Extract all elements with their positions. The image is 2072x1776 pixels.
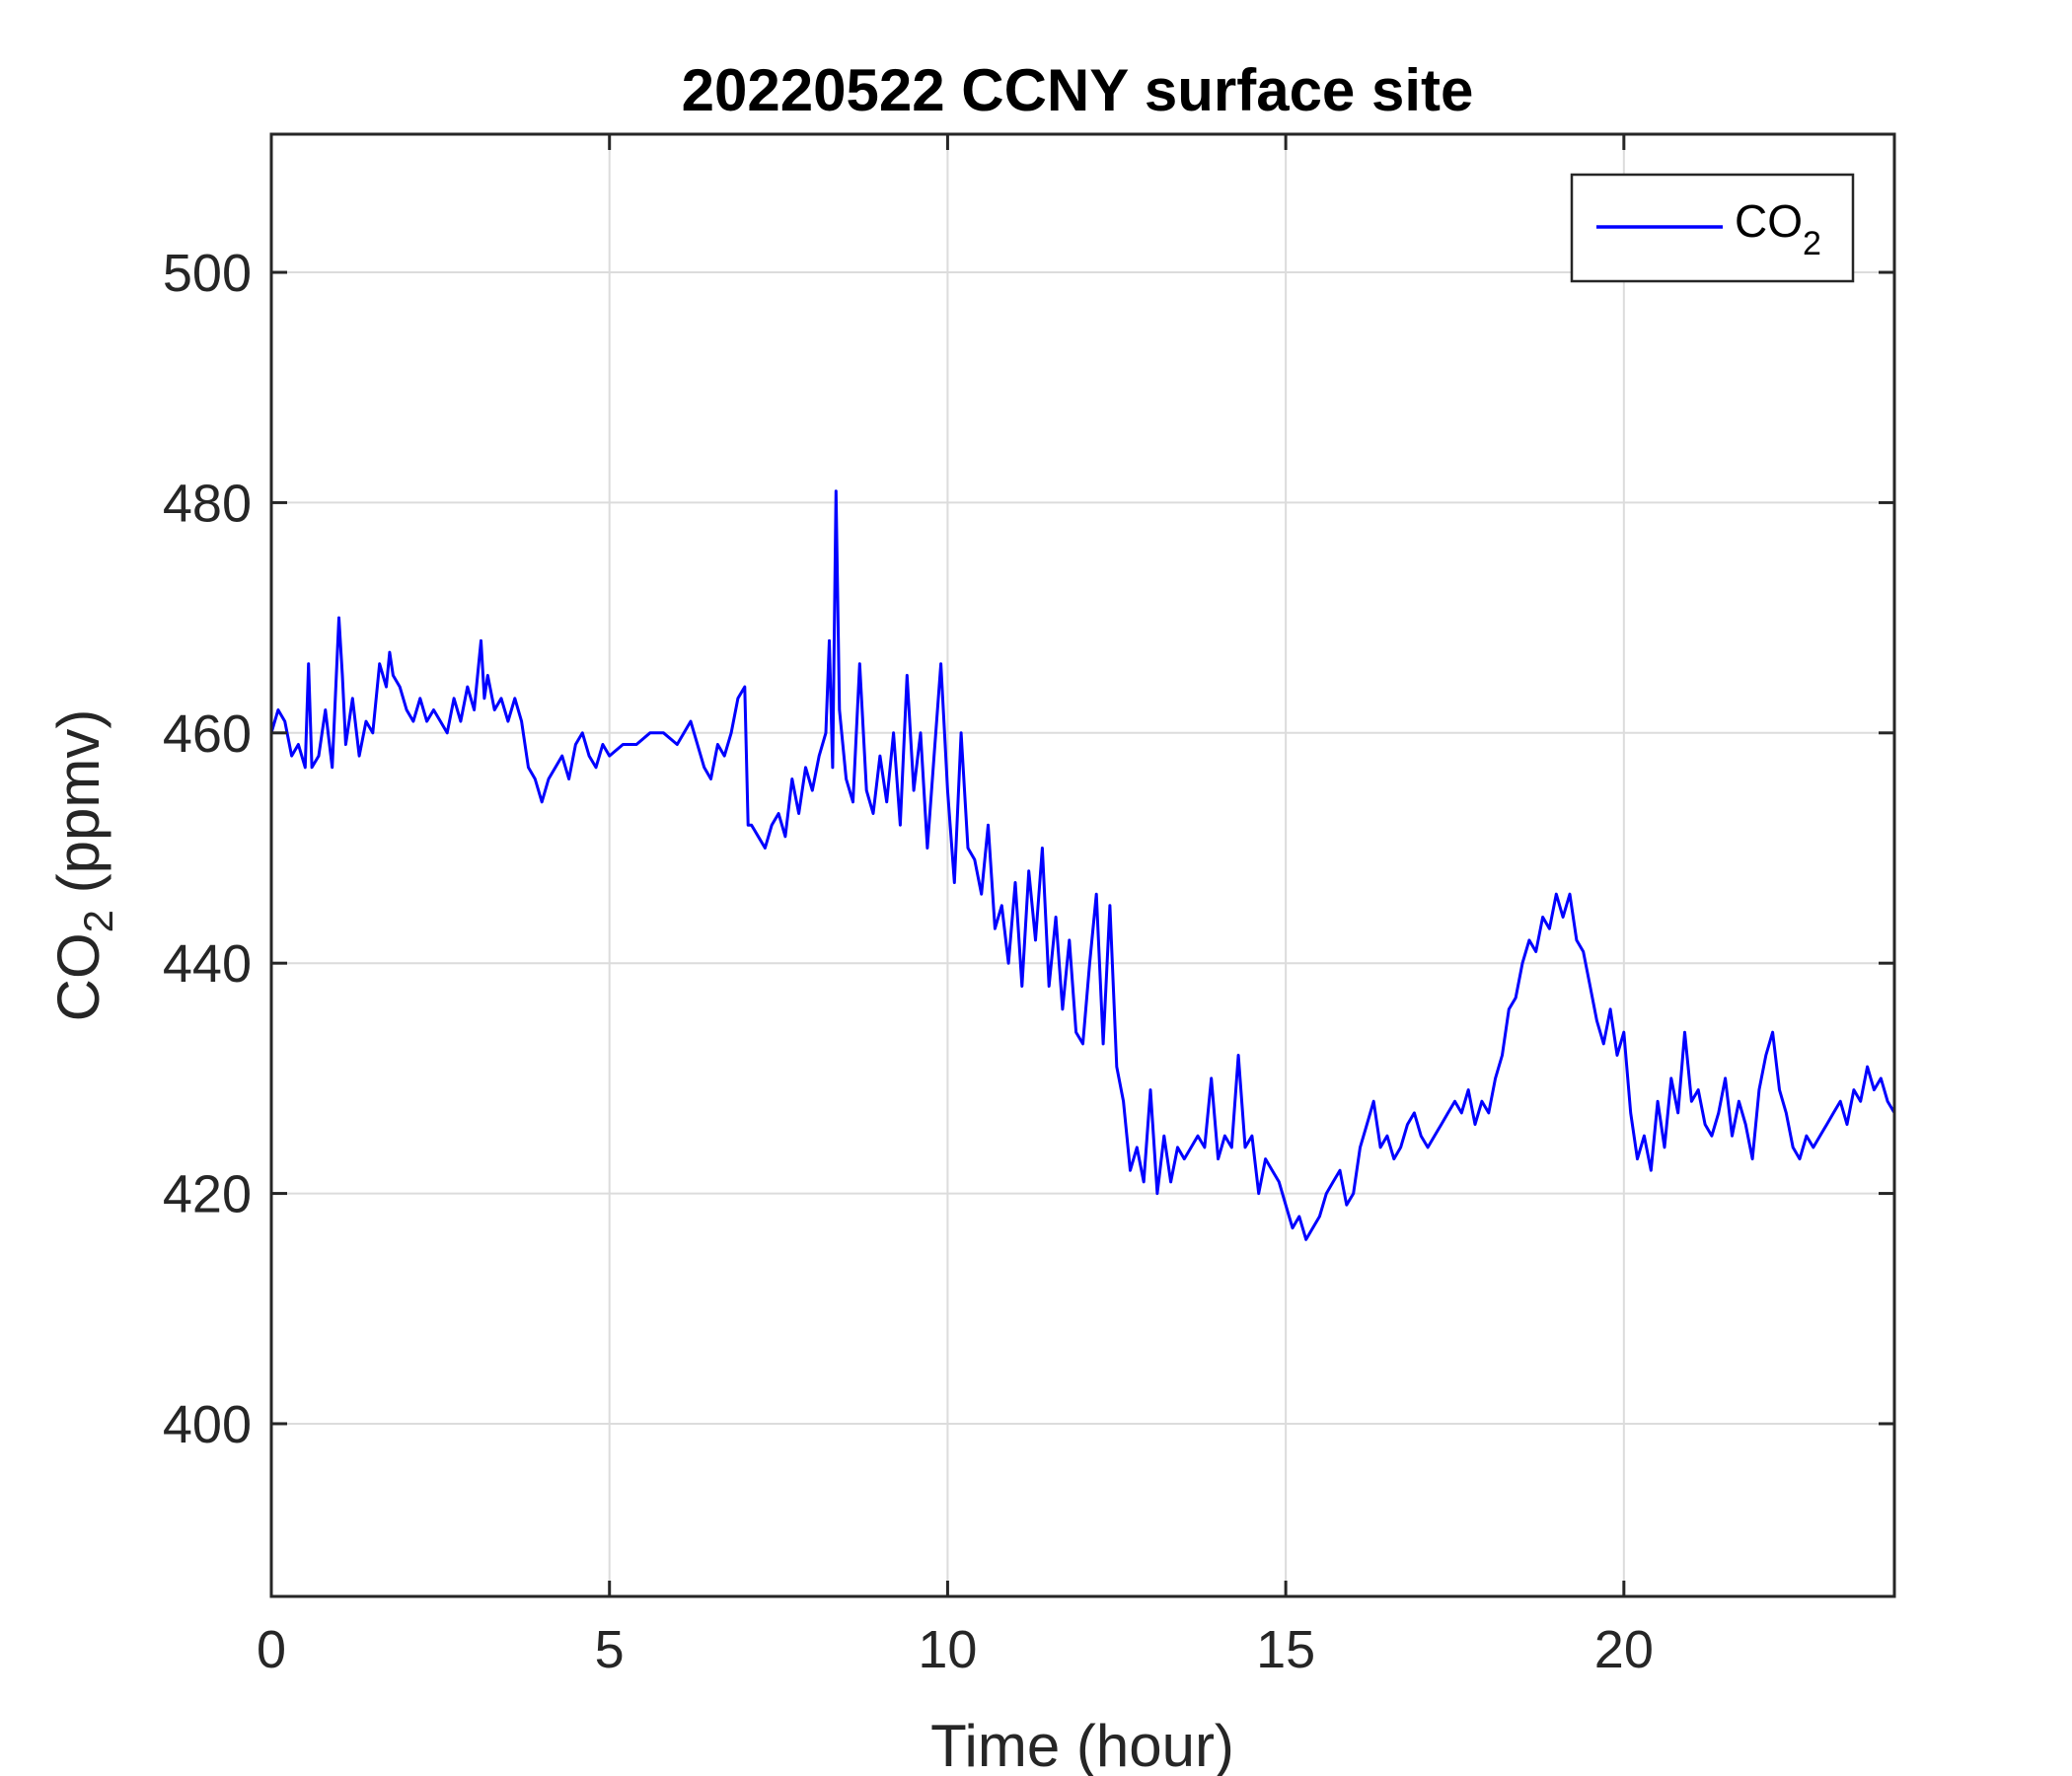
x-tick-label: 5 [595,1620,625,1679]
chart-title: 20220522 CCNY surface site [682,57,1474,123]
co2-series-line [269,489,1896,1241]
plot-frame [269,132,1896,1598]
y-axis-label-main: CO [45,932,111,1021]
x-tick-label: 20 [1594,1620,1654,1679]
x-tick-label: 10 [918,1620,977,1679]
x-axis-label: Time (hour) [930,1713,1234,1776]
y-tick-label: 400 [163,1395,252,1454]
tick-labels: 0 5 10 15 20 400 420 440 460 480 500 [163,244,1654,1679]
y-tick-label: 480 [163,474,252,533]
x-tick-label: 0 [257,1620,286,1679]
y-axis-label: CO2 (ppmv) [45,709,121,1022]
y-axis-label-rest: (ppmv) [45,709,111,910]
y-tick-label: 500 [163,244,252,303]
legend-label-main: CO [1735,195,1803,247]
y-tick-label: 440 [163,934,252,994]
data-series [269,489,1896,1241]
y-tick-label: 460 [163,704,252,764]
axis-ticks [269,134,1894,1596]
legend-label: CO2 [1735,195,1821,262]
x-tick-label: 15 [1256,1620,1315,1679]
y-axis-label-subscript: 2 [75,910,121,932]
y-tick-label: 420 [163,1165,252,1224]
legend-label-subscript: 2 [1803,225,1821,262]
legend: CO2 [1570,173,1855,283]
